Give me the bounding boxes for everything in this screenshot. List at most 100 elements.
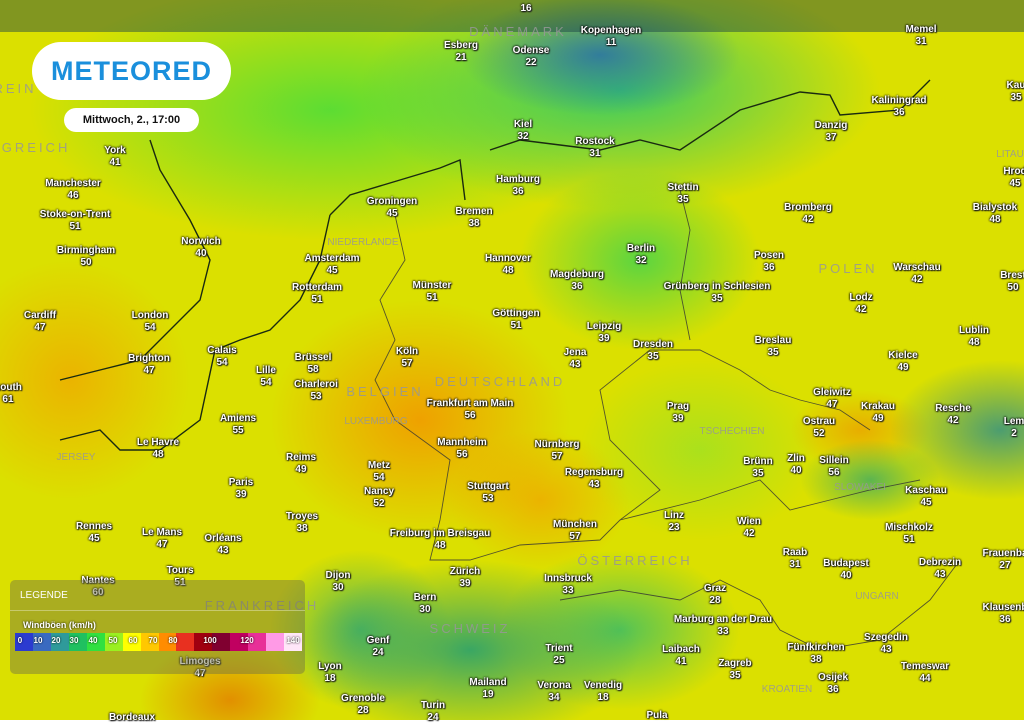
city-label[interactable]: Marburg an der Drau 33 [674, 614, 772, 638]
city-label[interactable]: Innsbruck 33 [544, 573, 592, 597]
city-label[interactable]: Kau 35 [1007, 80, 1024, 104]
city-label[interactable]: Kaschau 45 [905, 485, 947, 509]
city-label[interactable]: Brighton 47 [128, 353, 170, 377]
city-label[interactable]: Odense 22 [513, 45, 550, 69]
city-label[interactable]: München 57 [553, 519, 597, 543]
city-label[interactable]: Münster 51 [413, 280, 452, 304]
city-label[interactable]: Nürnberg 57 [535, 439, 580, 463]
city-label[interactable]: Kiel 32 [514, 119, 532, 143]
city-label[interactable]: Pula [646, 710, 667, 722]
city-label[interactable]: Regensburg 43 [565, 467, 623, 491]
city-label[interactable]: Kopenhagen 11 [581, 25, 642, 49]
city-label[interactable]: Manchester 46 [45, 178, 101, 202]
city-label[interactable]: Lodz 42 [849, 292, 872, 316]
city-label[interactable]: Bordeaux [109, 712, 155, 724]
city-label[interactable]: nouth61 [0, 382, 22, 406]
city-label[interactable]: Fünfkirchen 38 [787, 642, 844, 666]
city-label[interactable]: Trient 25 [545, 643, 572, 667]
city-label[interactable]: Szegedin 43 [864, 632, 908, 656]
city-label[interactable]: Le Havre 48 [137, 437, 179, 461]
city-label[interactable]: Temeswar 44 [901, 661, 949, 685]
city-label[interactable]: Bremen 38 [455, 206, 492, 230]
forecast-time-label[interactable]: Mittwoch, 2., 17:00 [64, 108, 199, 132]
city-label[interactable]: Mannheim 56 [437, 437, 486, 461]
city-label[interactable]: Rotterdam 51 [292, 282, 342, 306]
city-label[interactable]: Hannover 48 [485, 253, 531, 277]
city-label[interactable]: Rostock 31 [575, 136, 614, 160]
city-label[interactable]: Charleroi 53 [294, 379, 338, 403]
city-label[interactable]: Nancy 52 [364, 486, 394, 510]
city-label[interactable]: Krakau 49 [861, 401, 895, 425]
city-label[interactable]: Orléans 43 [204, 533, 241, 557]
city-label[interactable]: Zlin 40 [787, 453, 805, 477]
city-label[interactable]: Hamburg 36 [496, 174, 540, 198]
city-label[interactable]: Frauenba 27 [982, 548, 1024, 572]
city-label[interactable]: Verona 34 [537, 680, 570, 704]
city-label[interactable]: 16 [520, 3, 531, 15]
city-label[interactable]: Stuttgart 53 [467, 481, 509, 505]
city-label[interactable]: Lille 54 [256, 365, 276, 389]
city-label[interactable]: Le Mans 47 [142, 527, 182, 551]
city-label[interactable]: Leipzig 39 [587, 321, 621, 345]
city-label[interactable]: Stoke-on-Trent 51 [40, 209, 111, 233]
city-label[interactable]: Rennes 45 [76, 521, 112, 545]
city-label[interactable]: Birmingham 50 [57, 245, 115, 269]
city-label[interactable]: Metz 54 [368, 460, 390, 484]
city-label[interactable]: Jena 43 [564, 347, 587, 371]
city-label[interactable]: Genf 24 [367, 635, 390, 659]
city-label[interactable]: Stettin 35 [667, 182, 698, 206]
city-label[interactable]: Göttingen 51 [492, 308, 539, 332]
city-label[interactable]: Reims 49 [286, 452, 316, 476]
city-label[interactable]: Calais 54 [207, 345, 236, 369]
city-label[interactable]: Sillein 56 [819, 455, 848, 479]
city-label[interactable]: Gleiwitz 47 [813, 387, 851, 411]
city-label[interactable]: Amsterdam 45 [304, 253, 359, 277]
city-label[interactable]: Lem 2 [1004, 416, 1024, 440]
city-label[interactable]: Klausenb 36 [982, 602, 1024, 626]
city-label[interactable]: Budapest 40 [823, 558, 869, 582]
city-label[interactable]: Brest 50 [1000, 270, 1024, 294]
city-label[interactable]: Köln 57 [396, 346, 418, 370]
city-label[interactable]: Graz 28 [704, 583, 726, 607]
city-label[interactable]: Linz 23 [664, 510, 684, 534]
city-label[interactable]: Warschau 42 [893, 262, 940, 286]
city-label[interactable]: Dijon 30 [326, 570, 351, 594]
city-label[interactable]: Cardiff 47 [24, 310, 56, 334]
city-label[interactable]: Groningen 45 [367, 196, 418, 220]
city-label[interactable]: Mischkolz 51 [885, 522, 933, 546]
city-label[interactable]: Ostrau 52 [803, 416, 835, 440]
city-label[interactable]: Kaliningrad 36 [871, 95, 926, 119]
city-label[interactable]: Berlin 32 [627, 243, 655, 267]
city-label[interactable]: Osijek 36 [818, 672, 848, 696]
city-label[interactable]: Lublin 48 [959, 325, 989, 349]
city-label[interactable]: Wien 42 [737, 516, 761, 540]
city-label[interactable]: Limoges 47 [179, 656, 220, 680]
city-label[interactable]: Brüssel 58 [295, 352, 332, 376]
city-label[interactable]: Raab 31 [783, 547, 807, 571]
city-label[interactable]: Kielce 49 [888, 350, 917, 374]
city-label[interactable]: Zürich 39 [450, 566, 481, 590]
city-label[interactable]: Posen 36 [754, 250, 784, 274]
city-label[interactable]: Amiens 55 [220, 413, 256, 437]
city-label[interactable]: Hrod 45 [1003, 166, 1024, 190]
city-label[interactable]: Nantes 60 [81, 575, 114, 599]
city-label[interactable]: Frankfurt am Main 56 [427, 398, 514, 422]
city-label[interactable]: Esberg 21 [444, 40, 478, 64]
city-label[interactable]: Norwich 40 [181, 236, 220, 260]
city-label[interactable]: Troyes 38 [286, 511, 318, 535]
city-label[interactable]: Resche 42 [935, 403, 971, 427]
city-label[interactable]: Venedig 18 [584, 680, 622, 704]
city-label[interactable]: Prag 39 [667, 401, 689, 425]
city-label[interactable]: Lyon 18 [318, 661, 342, 685]
city-label[interactable]: Freiburg im Breisgau 48 [390, 528, 491, 552]
city-label[interactable]: Mailand 19 [469, 677, 506, 701]
city-label[interactable]: Debrezin 43 [919, 557, 961, 581]
city-label[interactable]: Bern 30 [414, 592, 437, 616]
city-label[interactable]: Danzig 37 [815, 120, 848, 144]
city-label[interactable]: Paris 39 [229, 477, 253, 501]
city-label[interactable]: Brünn 35 [743, 456, 772, 480]
city-label[interactable]: Breslau 35 [755, 335, 792, 359]
city-label[interactable]: Bialystok 48 [973, 202, 1017, 226]
meteored-logo[interactable]: METEORED [32, 42, 231, 100]
city-label[interactable]: Zagreb 35 [718, 658, 751, 682]
